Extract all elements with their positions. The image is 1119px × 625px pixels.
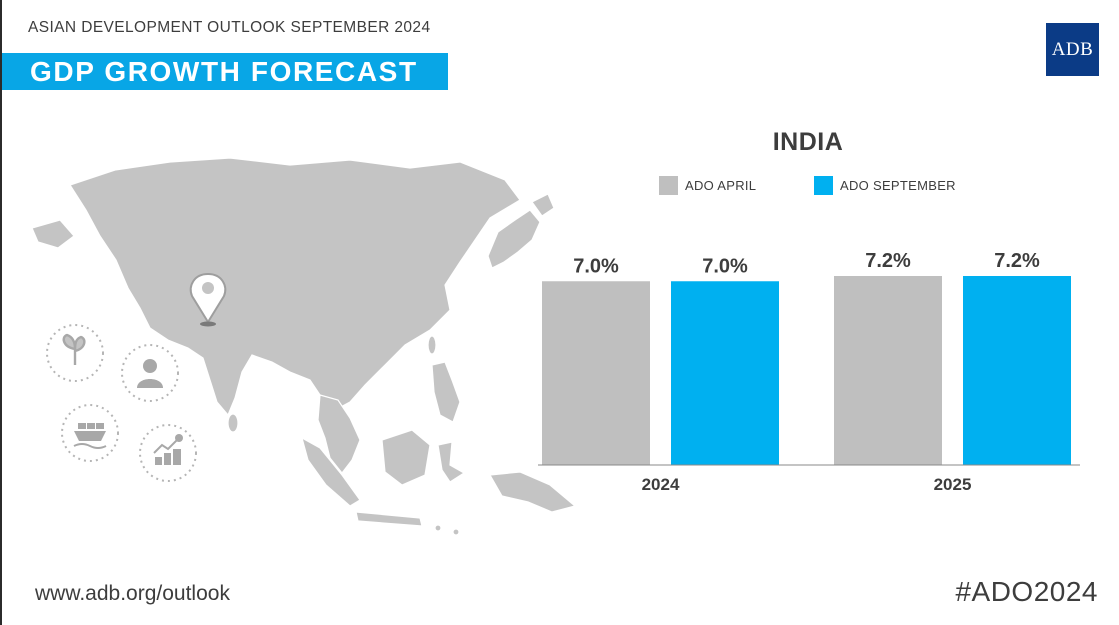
x-tick-label-2024: 2024 — [642, 475, 680, 494]
legend-label-september: ADO SEPTEMBER — [840, 178, 956, 193]
location-pin-icon — [189, 272, 227, 327]
southeast-asia-peninsula — [317, 394, 361, 474]
island — [452, 528, 460, 536]
gdp-bar-chart: 7.0% 7.0% 7.2% 7.2% 2024 2025 — [538, 250, 1080, 494]
philippines — [431, 361, 461, 423]
japan — [487, 209, 541, 269]
x-tick-label-2025: 2025 — [934, 475, 972, 494]
legend-label-april: ADO APRIL — [685, 178, 757, 193]
page-title: GDP GROWTH FORECAST — [30, 56, 418, 87]
bar-september-2025 — [963, 276, 1071, 465]
person-icon — [121, 344, 179, 402]
plant-icon — [46, 324, 104, 382]
legend-item-september: ADO SEPTEMBER — [814, 176, 956, 195]
sumatra — [301, 436, 361, 507]
report-subtitle: ASIAN DEVELOPMENT OUTLOOK SEPTEMBER 2024 — [28, 19, 431, 36]
bar-labels-layer: 7.0% 7.0% 7.2% 7.2% — [573, 250, 1040, 277]
new-guinea — [489, 471, 577, 513]
legend-item-april: ADO APRIL — [659, 176, 756, 195]
icon-cluster — [46, 324, 197, 482]
data-label-april-2024: 7.0% — [573, 255, 619, 277]
cargo-ship-icon — [61, 404, 119, 462]
data-label-september-2024: 7.0% — [702, 255, 748, 277]
data-label-september-2025: 7.2% — [994, 250, 1040, 272]
growth-coins-icon — [139, 424, 197, 482]
sri-lanka — [227, 413, 239, 433]
legend-swatch-april — [659, 176, 678, 195]
java — [355, 511, 423, 527]
island — [434, 524, 442, 532]
footer-url[interactable]: www.adb.org/outlook — [35, 582, 230, 605]
hokkaido — [531, 193, 555, 217]
borneo — [381, 429, 431, 486]
bars-layer — [542, 276, 1071, 465]
category-labels-layer: 2024 2025 — [642, 475, 972, 494]
asia-map — [31, 157, 577, 536]
title-band — [2, 53, 448, 90]
legend-swatch-september — [814, 176, 833, 195]
bar-april-2025 — [834, 276, 942, 465]
adb-logo: ADB — [1046, 23, 1099, 76]
bar-september-2024 — [671, 281, 779, 465]
data-label-april-2025: 7.2% — [865, 250, 911, 272]
taiwan — [427, 335, 437, 355]
sulawesi — [437, 441, 466, 483]
footer-hashtag: #ADO2024 — [955, 576, 1098, 607]
west-asia-fragment — [31, 219, 75, 249]
bar-april-2024 — [542, 281, 650, 465]
chart-title: INDIA — [772, 128, 844, 156]
